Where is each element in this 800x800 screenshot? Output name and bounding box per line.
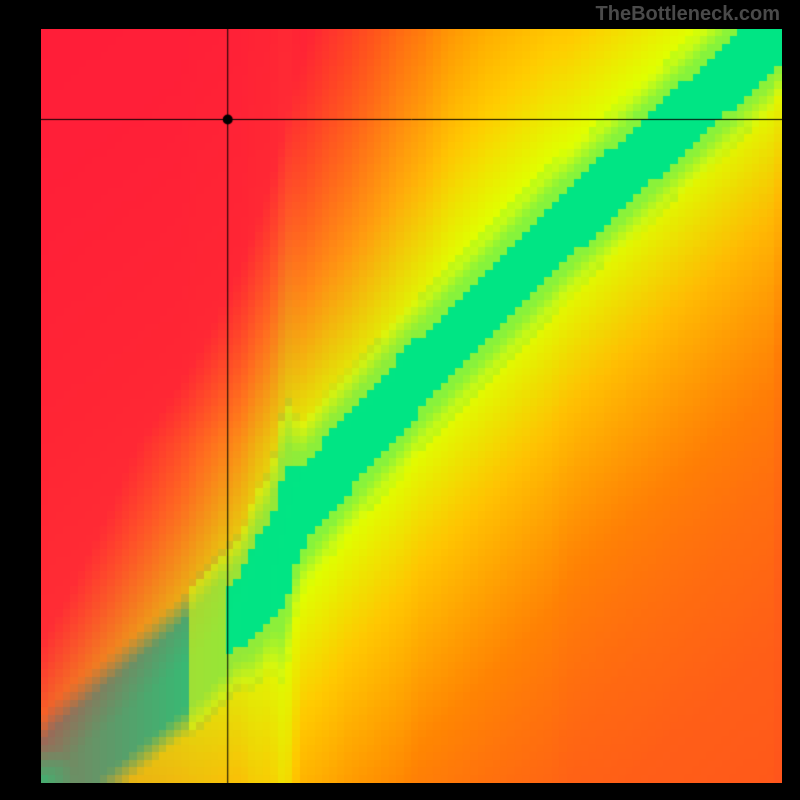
watermark-title: TheBottleneck.com <box>596 3 780 26</box>
heatmap-plot <box>41 29 782 783</box>
heatmap-canvas <box>41 29 782 783</box>
